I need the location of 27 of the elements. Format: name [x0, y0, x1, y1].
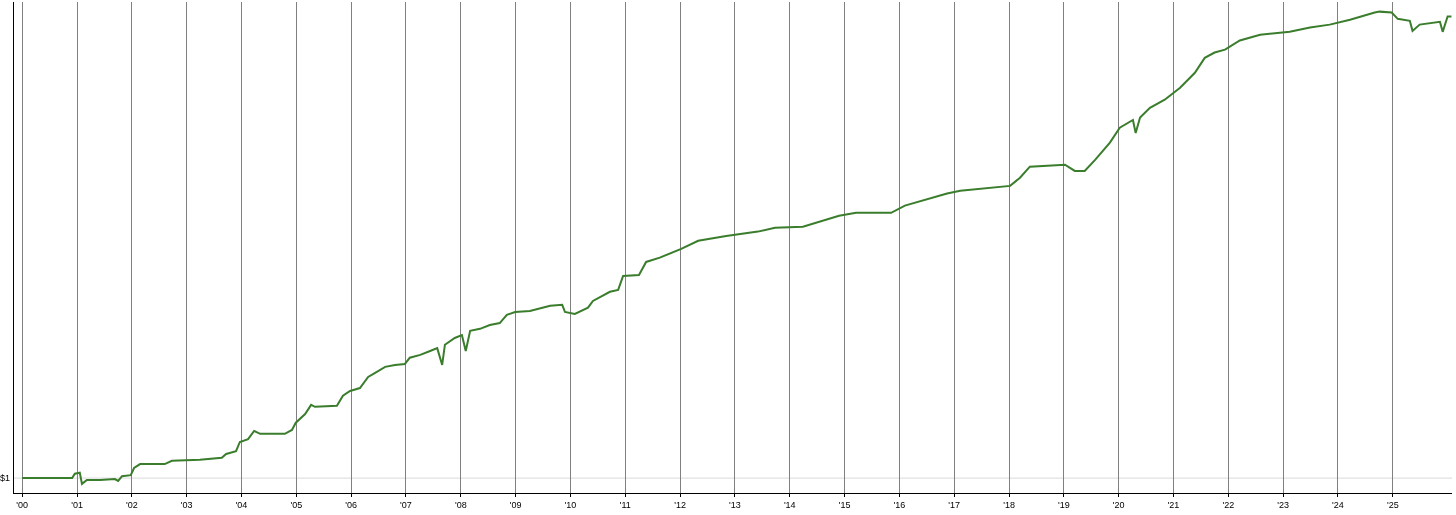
text: $1 [0, 473, 11, 483]
x-tick-label: '20 [1112, 499, 1125, 510]
x-tick-label: '00 [16, 499, 29, 510]
x-tick-label: '06 [345, 499, 358, 510]
x-tick-label: '07 [400, 499, 412, 510]
x-tick-label: '24 [1332, 499, 1344, 510]
x-tick-label: '12 [674, 499, 686, 510]
x-tick-label: '22 [1222, 499, 1235, 510]
x-tick-label: '17 [948, 499, 961, 510]
x-tick-label: '09 [509, 499, 522, 510]
x-tick-label: '01 [71, 499, 83, 510]
x-tick-label: '14 [783, 499, 796, 510]
x-tick-label: '23 [1277, 499, 1290, 510]
x-tick-label: '16 [893, 499, 906, 510]
x-tick-label: '19 [1057, 499, 1070, 510]
x-tick-label: '04 [235, 499, 248, 510]
x-tick-label: '11 [619, 499, 631, 510]
x-tick-label: '21 [1167, 499, 1180, 510]
x-tick-label: '03 [180, 499, 193, 510]
x-tick-label: '25 [1386, 499, 1399, 510]
x-tick-label: '05 [290, 499, 303, 510]
x-tick-label: '02 [126, 499, 138, 510]
x-tick-label: '15 [838, 499, 851, 510]
x-tick-label: '10 [564, 499, 577, 510]
x-tick-label: '18 [1003, 499, 1015, 510]
x-tick-label: '08 [454, 499, 467, 510]
x-tick-label: '13 [729, 499, 741, 510]
